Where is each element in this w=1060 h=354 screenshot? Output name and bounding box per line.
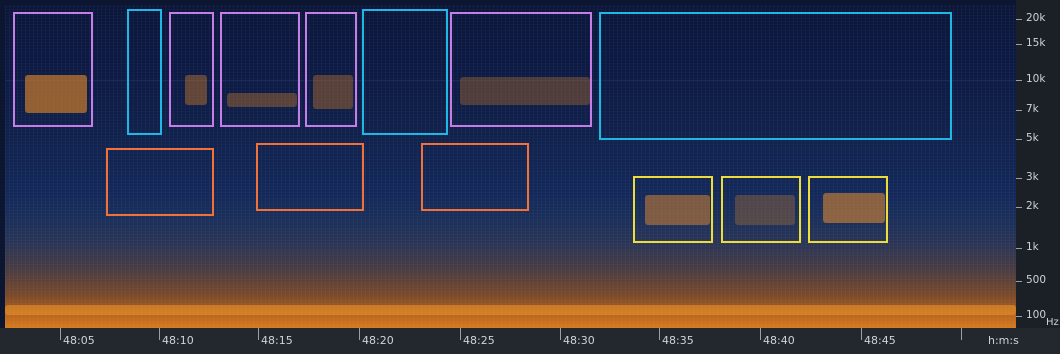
time-tick xyxy=(460,328,461,340)
detection-box-yellow[interactable] xyxy=(808,176,888,243)
freq-label: 100 xyxy=(1026,309,1047,321)
detection-box-orange[interactable] xyxy=(106,148,214,216)
freq-tick xyxy=(1016,44,1022,45)
grid-line xyxy=(5,80,1016,81)
freq-tick xyxy=(1016,178,1022,179)
time-tick xyxy=(159,328,160,340)
signal-blob xyxy=(25,75,87,113)
time-tick xyxy=(659,328,660,340)
freq-label: 10k xyxy=(1026,73,1046,85)
signal-blob xyxy=(185,75,207,105)
frequency-axis: 20k 15k 10k 7k 5k 3k 2k 1k 500 100 xyxy=(1016,0,1060,328)
freq-tick xyxy=(1016,139,1022,140)
time-label: 48:25 xyxy=(463,334,495,347)
signal-blob xyxy=(645,195,710,225)
freq-tick xyxy=(1016,80,1022,81)
freq-tick xyxy=(1016,281,1022,282)
time-tick xyxy=(258,328,259,340)
time-axis: 48:05 48:10 48:15 48:20 48:25 48:30 48:3… xyxy=(0,328,1060,354)
detection-box-purple[interactable] xyxy=(305,12,357,127)
freq-label: 2k xyxy=(1026,200,1039,212)
signal-blob xyxy=(227,93,297,107)
freq-tick xyxy=(1016,110,1022,111)
time-label: 48:20 xyxy=(362,334,394,347)
detection-box-yellow[interactable] xyxy=(721,176,801,243)
freq-tick xyxy=(1016,248,1022,249)
detection-box-cyan[interactable] xyxy=(599,12,952,140)
detection-box-purple[interactable] xyxy=(450,12,592,127)
freq-label: 500 xyxy=(1026,274,1047,286)
detection-box-purple[interactable] xyxy=(169,12,214,127)
signal-blob xyxy=(460,77,590,105)
signal-blob xyxy=(735,195,795,225)
time-tick xyxy=(560,328,561,340)
time-tick xyxy=(760,328,761,340)
time-label: 48:05 xyxy=(63,334,95,347)
detection-box-purple[interactable] xyxy=(220,12,300,127)
detection-box-orange[interactable] xyxy=(256,143,364,211)
time-label: 48:45 xyxy=(864,334,896,347)
freq-label: 7k xyxy=(1026,103,1039,115)
spectrogram-texture xyxy=(5,5,1016,328)
detection-box-cyan[interactable] xyxy=(362,9,448,135)
time-tick xyxy=(359,328,360,340)
time-label: 48:10 xyxy=(162,334,194,347)
freq-label: 1k xyxy=(1026,241,1039,253)
freq-tick xyxy=(1016,19,1022,20)
time-tick xyxy=(60,328,61,340)
detection-box-purple[interactable] xyxy=(13,12,93,127)
low-frequency-band xyxy=(5,305,1016,315)
frequency-unit-label: Hz xyxy=(1046,317,1059,328)
freq-tick xyxy=(1016,207,1022,208)
detection-box-orange[interactable] xyxy=(421,143,529,211)
time-label: 48:40 xyxy=(763,334,795,347)
freq-label: 3k xyxy=(1026,171,1039,183)
detection-box-cyan[interactable] xyxy=(127,9,162,135)
detection-box-yellow[interactable] xyxy=(633,176,713,243)
time-tick xyxy=(961,328,962,340)
freq-label: 5k xyxy=(1026,132,1039,144)
time-label: 48:30 xyxy=(563,334,595,347)
time-tick xyxy=(861,328,862,340)
spectrogram-plot[interactable] xyxy=(5,5,1016,328)
freq-tick xyxy=(1016,316,1022,317)
time-label: 48:35 xyxy=(662,334,694,347)
freq-label: 15k xyxy=(1026,37,1046,49)
time-label: 48:15 xyxy=(261,334,293,347)
signal-blob xyxy=(313,75,353,109)
freq-label: 20k xyxy=(1026,12,1046,24)
time-unit-label: h:m:s xyxy=(988,334,1019,347)
signal-blob xyxy=(823,193,885,223)
